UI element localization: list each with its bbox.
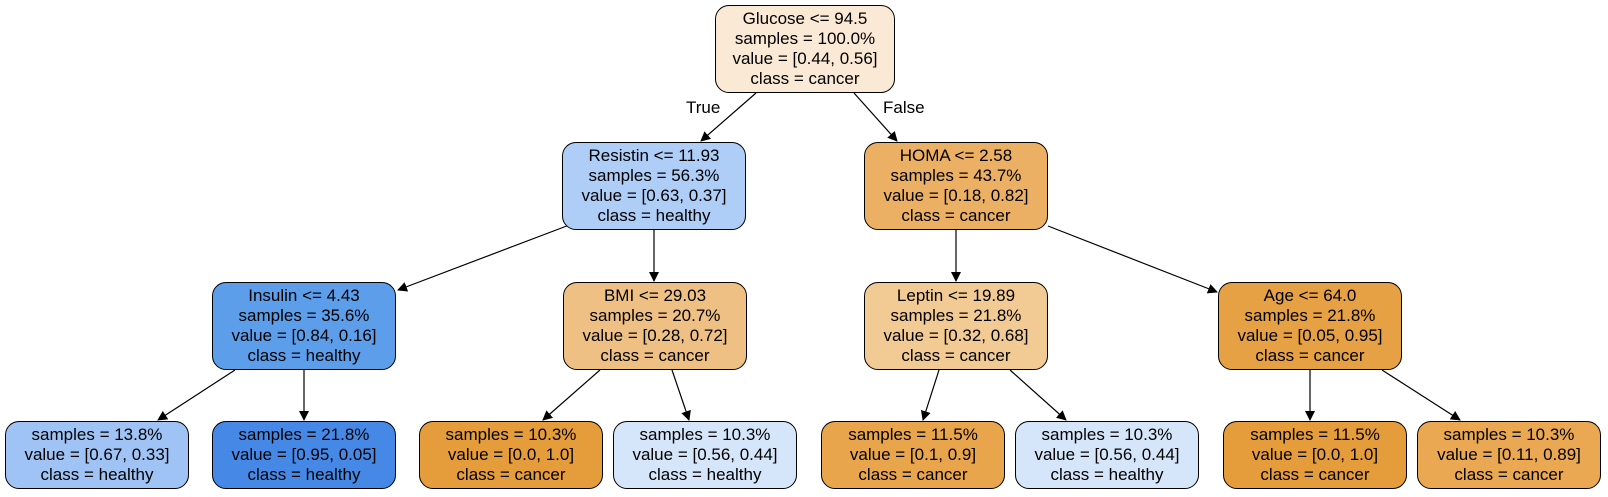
- node-line: value = [0.32, 0.68]: [883, 326, 1029, 345]
- node-line: class = cancer: [750, 69, 860, 88]
- tree-node-n13: samples = 11.5% value = [0.0, 1.0] class =…: [1223, 421, 1407, 489]
- tree-node-n10: samples = 10.3% value = [0.56, 0.44] class…: [613, 421, 797, 489]
- edge-n4-n10: [671, 369, 691, 421]
- node-line: Glucose <= 94.5: [742, 9, 868, 28]
- node-line: samples = 21.8%: [1244, 306, 1376, 325]
- tree-node-n9: samples = 10.3% value = [0.0, 1.0] class =…: [419, 421, 603, 489]
- node-line: value = [0.56, 0.44]: [632, 445, 778, 464]
- node-line: value = [0.63, 0.37]: [581, 186, 727, 205]
- node-line: class = cancer: [1260, 465, 1370, 484]
- node-line: class = healthy: [247, 465, 361, 484]
- node-line: samples = 10.3%: [1443, 425, 1575, 444]
- node-line: samples = 21.8%: [238, 425, 370, 444]
- node-line: HOMA <= 2.58: [899, 146, 1013, 165]
- node-line: class = cancer: [901, 346, 1011, 365]
- edge-n4-n9: [542, 369, 601, 421]
- node-line: value = [0.28, 0.72]: [582, 326, 728, 345]
- node-line: samples = 100.0%: [734, 29, 876, 48]
- node-line: samples = 21.8%: [890, 306, 1022, 325]
- node-line: Insulin <= 4.43: [248, 286, 360, 305]
- node-line: class = cancer: [1454, 465, 1564, 484]
- node-line: Resistin <= 11.93: [588, 146, 720, 165]
- node-line: value = [0.0, 1.0]: [447, 445, 575, 464]
- node-line: value = [0.44, 0.56]: [732, 49, 878, 68]
- node-line: class = cancer: [901, 206, 1011, 225]
- node-line: samples = 10.3%: [639, 425, 771, 444]
- tree-node-n0: Glucose <= 94.5 samples = 100.0% value = […: [715, 5, 895, 93]
- tree-node-n5: Leptin <= 19.89 samples = 21.8% value = [0…: [864, 282, 1048, 370]
- tree-node-n11: samples = 11.5% value = [0.1, 0.9] class =…: [821, 421, 1005, 489]
- edge-n3-n7: [157, 369, 236, 421]
- edge-label-true: True: [686, 98, 721, 117]
- node-line: value = [0.95, 0.05]: [231, 445, 377, 464]
- tree-node-n6: Age <= 64.0 samples = 21.8% value = [0.05,…: [1218, 282, 1402, 370]
- node-line: samples = 35.6%: [238, 306, 370, 325]
- node-line: value = [0.05, 0.95]: [1237, 326, 1383, 345]
- tree-node-n4: BMI <= 29.03 samples = 20.7% value = [0.28…: [563, 282, 747, 370]
- node-line: samples = 13.8%: [31, 425, 163, 444]
- node-line: class = healthy: [597, 206, 711, 225]
- node-line: class = healthy: [648, 465, 762, 484]
- tree-node-n14: samples = 10.3% value = [0.11, 0.89] class…: [1417, 421, 1601, 489]
- edge-n6-n14: [1381, 369, 1461, 421]
- node-line: value = [0.18, 0.82]: [883, 186, 1029, 205]
- node-line: class = cancer: [1255, 346, 1365, 365]
- node-line: class = healthy: [247, 346, 361, 365]
- tree-node-n1: Resistin <= 11.93 samples = 56.3% value = …: [562, 142, 746, 230]
- node-line: value = [0.67, 0.33]: [24, 445, 170, 464]
- node-line: value = [0.11, 0.89]: [1437, 445, 1581, 464]
- edge-n0-n2: [853, 92, 898, 142]
- node-line: class = cancer: [600, 346, 710, 365]
- node-line: Leptin <= 19.89: [896, 286, 1016, 305]
- tree-node-n8: samples = 21.8% value = [0.95, 0.05] class…: [212, 421, 396, 489]
- node-line: class = cancer: [456, 465, 566, 484]
- edge-n1-n3: [397, 223, 573, 292]
- tree-node-n3: Insulin <= 4.43 samples = 35.6% value = [0…: [212, 282, 396, 370]
- node-line: samples = 11.5%: [1250, 425, 1380, 444]
- node-line: samples = 20.7%: [589, 306, 721, 325]
- node-line: value = [0.56, 0.44]: [1034, 445, 1180, 464]
- edge-n5-n11: [920, 369, 940, 421]
- edge-n5-n12: [1009, 369, 1067, 421]
- node-line: class = cancer: [858, 465, 968, 484]
- node-line: value = [0.0, 1.0]: [1251, 445, 1379, 464]
- node-line: BMI <= 29.03: [603, 286, 707, 305]
- node-line: Age <= 64.0: [1263, 286, 1357, 305]
- edge-n2-n6: [1047, 225, 1218, 294]
- edge-label-false: False: [883, 98, 925, 117]
- node-line: samples = 56.3%: [588, 166, 720, 185]
- node-line: value = [0.84, 0.16]: [231, 326, 377, 345]
- tree-node-n2: HOMA <= 2.58 samples = 43.7% value = [0.18…: [864, 142, 1048, 230]
- edge-n0-n1: [700, 92, 757, 142]
- node-line: samples = 43.7%: [890, 166, 1022, 185]
- node-line: samples = 10.3%: [1041, 425, 1173, 444]
- node-line: samples = 10.3%: [445, 425, 577, 444]
- tree-node-n7: samples = 13.8% value = [0.67, 0.33] class…: [5, 421, 189, 489]
- node-line: class = healthy: [40, 465, 154, 484]
- node-line: class = healthy: [1050, 465, 1164, 484]
- node-line: samples = 11.5%: [848, 425, 978, 444]
- node-line: value = [0.1, 0.9]: [849, 445, 977, 464]
- tree-node-n12: samples = 10.3% value = [0.56, 0.44] class…: [1015, 421, 1199, 489]
